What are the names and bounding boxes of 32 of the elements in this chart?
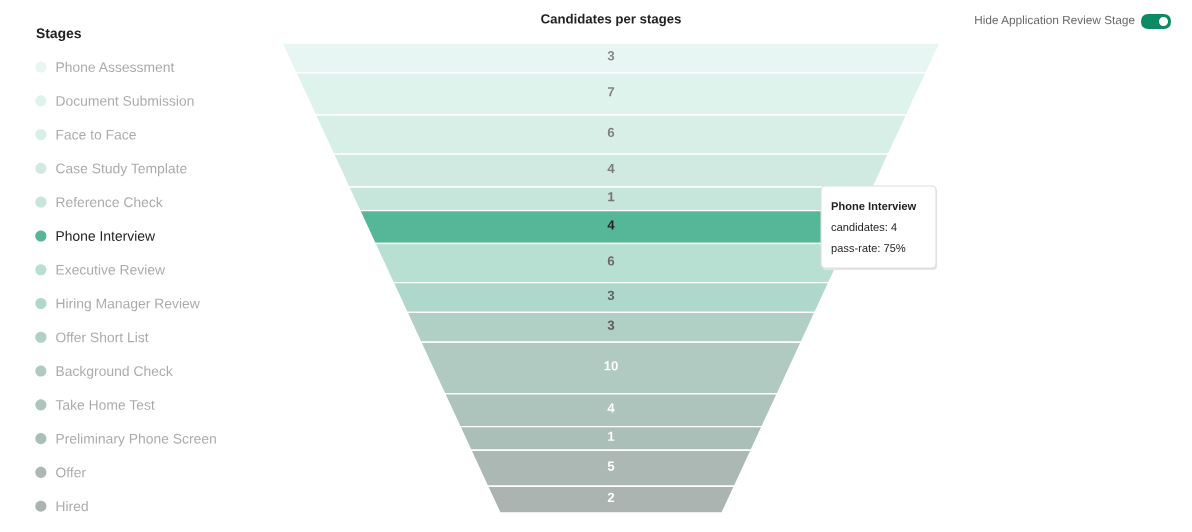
data-label: 7 xyxy=(607,87,615,97)
category-label: Reference Check xyxy=(56,196,163,208)
data-label: 10 xyxy=(604,361,618,371)
category-label: Hired xyxy=(56,500,88,512)
category-label: Case Study Template xyxy=(56,163,187,177)
category-label: Phone Interview xyxy=(56,230,156,241)
category-label: Hiring Manager Review xyxy=(56,298,200,312)
data-label: 4 xyxy=(607,163,615,173)
data-label: 4 xyxy=(607,220,615,230)
data-label: 6 xyxy=(607,256,615,266)
data-label: 3 xyxy=(607,51,615,61)
text: Phone Interview candidates: 4 pass-rate: 75% xyxy=(831,201,917,255)
text: Candidates per stages xyxy=(541,13,681,27)
category-label: Executive Review xyxy=(56,264,166,275)
legend-title: Stages xyxy=(36,28,81,42)
text: Hide Application Review Stage xyxy=(975,15,1135,27)
category-label: Offer xyxy=(56,467,86,478)
data-label: 2 xyxy=(607,492,615,502)
data-label: 4 xyxy=(607,403,615,413)
category-label: Offer Short List xyxy=(56,332,149,343)
category-label: Phone Assessment xyxy=(56,61,175,73)
category-label: Preliminary Phone Screen xyxy=(56,433,216,447)
category-label: Document Submission xyxy=(56,95,194,106)
data-label: 5 xyxy=(607,461,615,471)
category-label: Background Check xyxy=(56,365,173,379)
data-label: 3 xyxy=(607,320,615,330)
data-label: 1 xyxy=(608,192,615,202)
data-label: 1 xyxy=(608,431,615,441)
category-label: Take Home Test xyxy=(55,399,155,410)
data-label: 6 xyxy=(607,127,615,138)
category-label: Face to Face xyxy=(56,129,136,140)
data-label: 3 xyxy=(607,290,615,301)
